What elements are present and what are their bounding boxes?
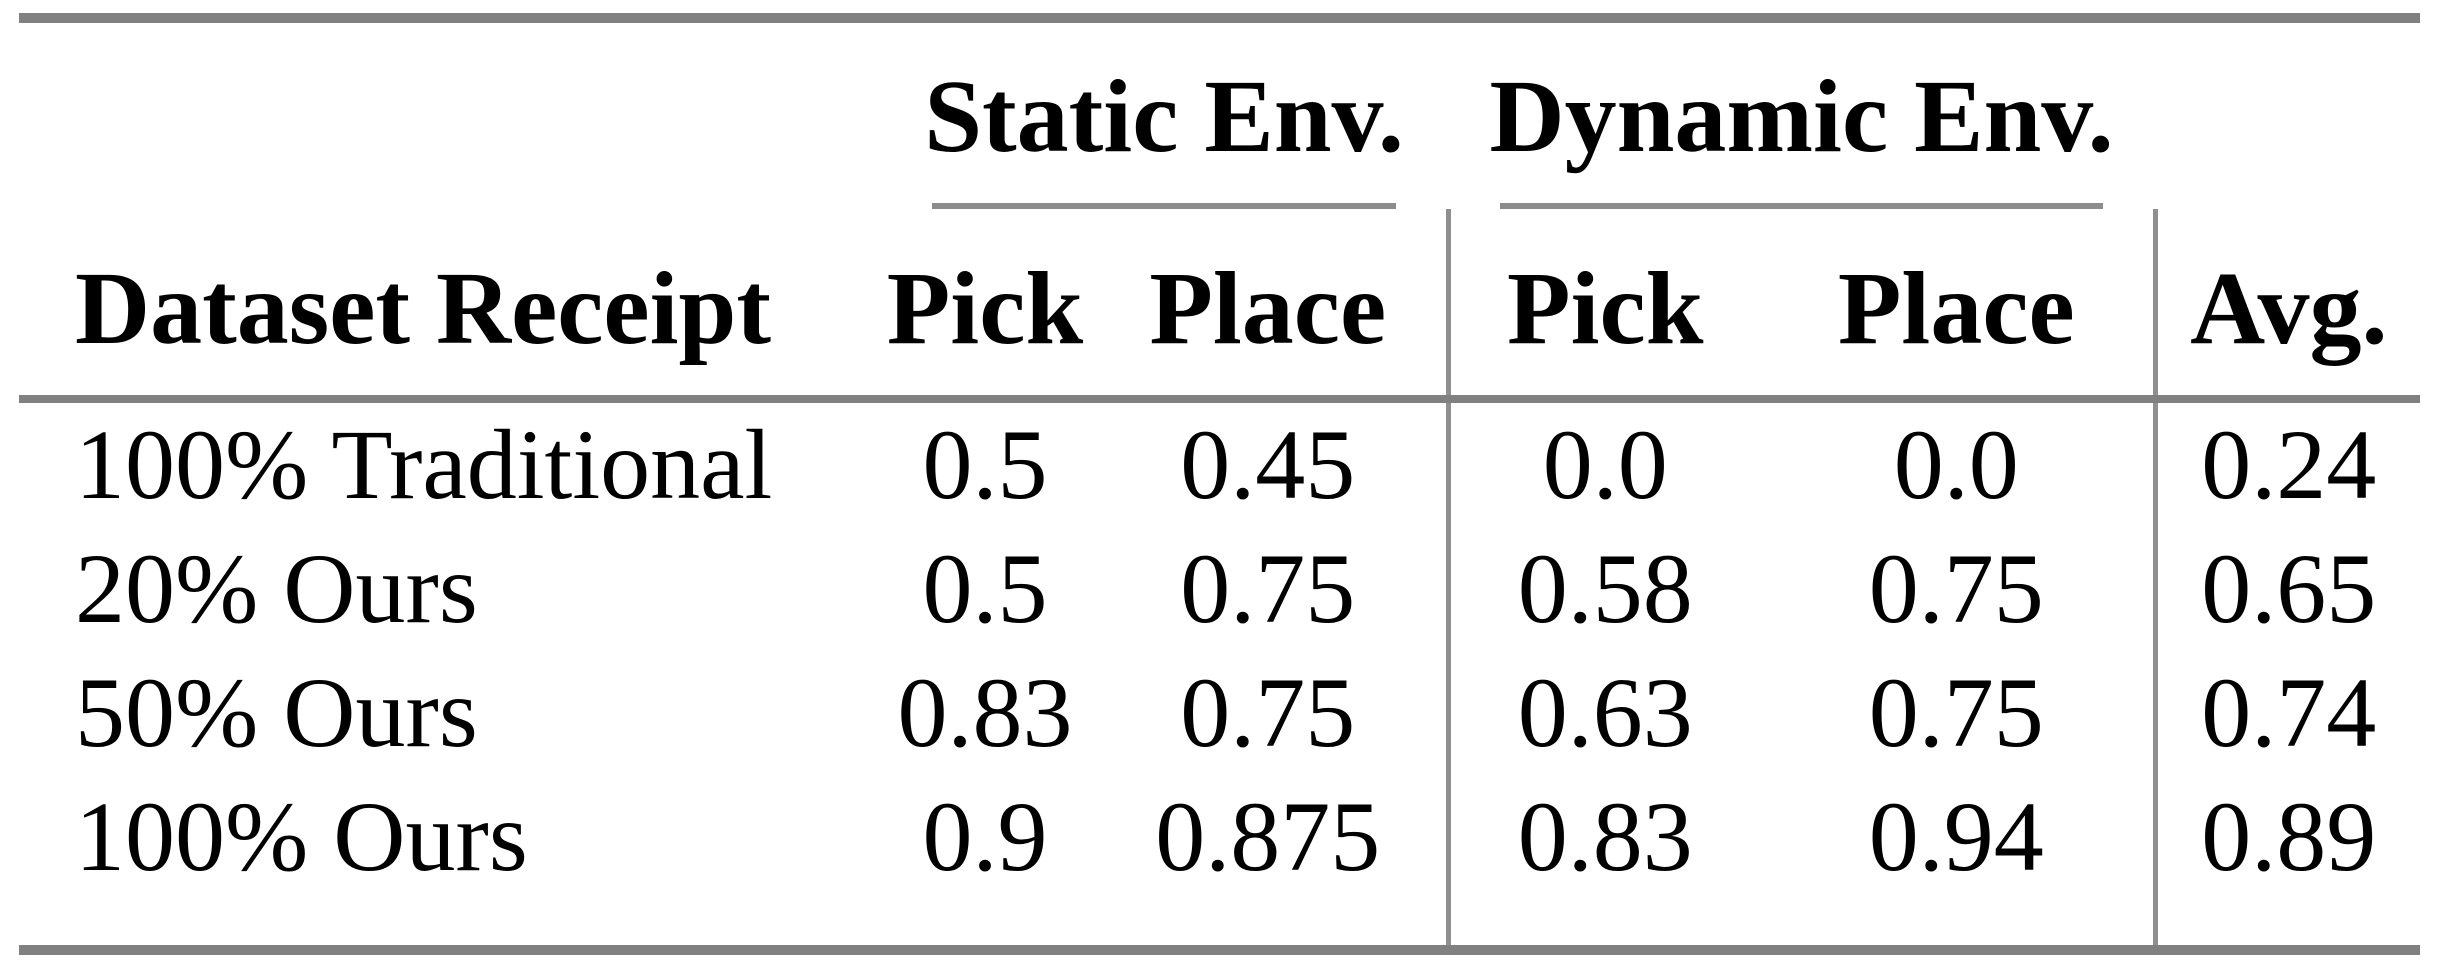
column-group-static: Static Env. xyxy=(880,18,1448,209)
results-table: Static Env. Dynamic Env. Dataset Receipt… xyxy=(19,13,2421,955)
group-row-empty-cell xyxy=(2155,18,2420,209)
row-label: 50% Ours xyxy=(75,657,478,768)
cell-dynamic-pick: 0.58 xyxy=(1517,533,1693,644)
cell-dynamic-place: 0.0 xyxy=(1760,399,2158,527)
column-group-dynamic-label: Dynamic Env. xyxy=(1489,59,2114,174)
cell-static-pick: 0.83 xyxy=(897,657,1073,768)
cell-avg: 0.89 xyxy=(2201,781,2377,892)
cell-dynamic-place: 0.75 xyxy=(1760,651,2158,775)
cell-static-pick: 0.9 xyxy=(922,781,1048,892)
cell-dynamic-pick: 0.83 xyxy=(1517,781,1693,892)
cell-avg: 0.65 xyxy=(2201,533,2377,644)
table-row: 100% Traditional 0.5 0.45 0.0 0.0 0.24 xyxy=(19,399,2420,527)
column-header-static-place: Place xyxy=(1090,209,1451,403)
column-header-dynamic-place: Place xyxy=(1760,209,2158,403)
row-label: 20% Ours xyxy=(75,533,478,644)
column-group-static-label: Static Env. xyxy=(924,59,1404,174)
table-row: 20% Ours 0.5 0.75 0.58 0.75 0.65 xyxy=(19,527,2420,651)
cell-dynamic-place: 0.94 xyxy=(1760,775,2158,950)
row-label: 100% Traditional xyxy=(75,409,773,520)
column-header-avg: Avg. xyxy=(2155,209,2421,403)
cell-avg: 0.24 xyxy=(2201,409,2377,520)
column-header-dataset-receipt: Dataset Receipt xyxy=(19,209,880,403)
cell-static-pick: 0.5 xyxy=(922,533,1048,644)
column-group-row: Static Env. Dynamic Env. xyxy=(19,18,2420,209)
column-header-static-pick: Pick xyxy=(880,209,1090,403)
cell-static-place: 0.45 xyxy=(1090,399,1451,527)
row-label: 100% Ours xyxy=(75,781,528,892)
cell-dynamic-place: 0.75 xyxy=(1760,527,2158,651)
cell-dynamic-pick: 0.63 xyxy=(1517,657,1693,768)
cell-avg: 0.74 xyxy=(2201,657,2377,768)
column-header-row: Dataset Receipt Pick Place Pick Place Av… xyxy=(19,209,2421,403)
column-group-dynamic: Dynamic Env. xyxy=(1448,18,2155,209)
group-row-empty-cell xyxy=(19,18,880,209)
cell-static-place: 0.875 xyxy=(1090,775,1451,950)
cmidrule-static xyxy=(932,203,1397,209)
cell-static-place: 0.75 xyxy=(1090,527,1451,651)
table-row: 100% Ours 0.9 0.875 0.83 0.94 0.89 xyxy=(19,775,2420,950)
column-header-dynamic-pick: Pick xyxy=(1448,209,1761,403)
cell-static-pick: 0.5 xyxy=(922,409,1048,520)
cell-static-place: 0.75 xyxy=(1090,651,1451,775)
table-row: 50% Ours 0.83 0.75 0.63 0.75 0.74 xyxy=(19,651,2420,775)
cmidrule-dynamic xyxy=(1500,203,2104,209)
cell-dynamic-pick: 0.0 xyxy=(1542,409,1668,520)
